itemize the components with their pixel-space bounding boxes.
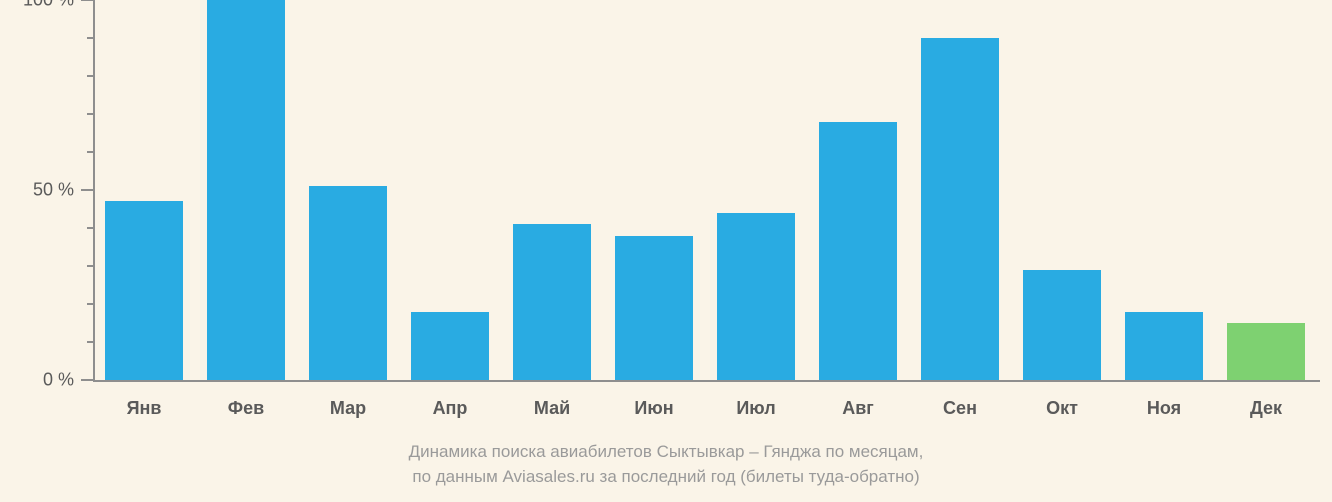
y-axis-label: 0 % <box>43 370 74 391</box>
x-axis-label: Май <box>534 398 570 419</box>
bar <box>207 0 285 380</box>
x-axis-label: Дек <box>1250 398 1282 419</box>
x-axis-line <box>93 380 1320 382</box>
x-axis-label: Ноя <box>1147 398 1181 419</box>
x-axis-label: Фев <box>228 398 264 419</box>
bar <box>615 236 693 380</box>
x-axis-label: Сен <box>943 398 977 419</box>
y-tick-minor <box>87 37 95 39</box>
bar <box>105 201 183 380</box>
bar <box>819 122 897 380</box>
chart-caption: Динамика поиска авиабилетов Сыктывкар – … <box>0 440 1332 489</box>
bar <box>921 38 999 380</box>
x-axis-label: Янв <box>127 398 162 419</box>
y-tick-major <box>81 379 95 381</box>
bar <box>1023 270 1101 380</box>
bar-chart: 0 % 50 % 100 % Янв Фев Мар Апр Май Июн Июл Авг Сен… <box>0 0 1332 502</box>
caption-line-2: по данным Aviasales.ru за последний год … <box>412 467 919 486</box>
y-tick-minor <box>87 227 95 229</box>
caption-line-1: Динамика поиска авиабилетов Сыктывкар – … <box>409 442 924 461</box>
y-tick-minor <box>87 303 95 305</box>
x-axis-label: Апр <box>433 398 468 419</box>
y-tick-minor <box>87 75 95 77</box>
y-axis-label: 50 % <box>33 180 74 201</box>
bar <box>309 186 387 380</box>
y-tick-major <box>81 0 95 1</box>
bar <box>411 312 489 380</box>
y-axis-label: 100 % <box>23 0 74 11</box>
bar <box>513 224 591 380</box>
x-axis-label: Авг <box>842 398 874 419</box>
bar <box>717 213 795 380</box>
plot-area <box>95 0 1320 380</box>
y-tick-minor <box>87 341 95 343</box>
y-tick-major <box>81 189 95 191</box>
y-tick-minor <box>87 151 95 153</box>
x-axis-label: Июн <box>634 398 673 419</box>
bar <box>1227 323 1305 380</box>
x-axis-label: Июл <box>736 398 775 419</box>
y-tick-minor <box>87 265 95 267</box>
x-axis-label: Мар <box>330 398 366 419</box>
bars-container <box>95 0 1320 380</box>
x-axis-label: Окт <box>1046 398 1078 419</box>
y-tick-minor <box>87 113 95 115</box>
bar <box>1125 312 1203 380</box>
